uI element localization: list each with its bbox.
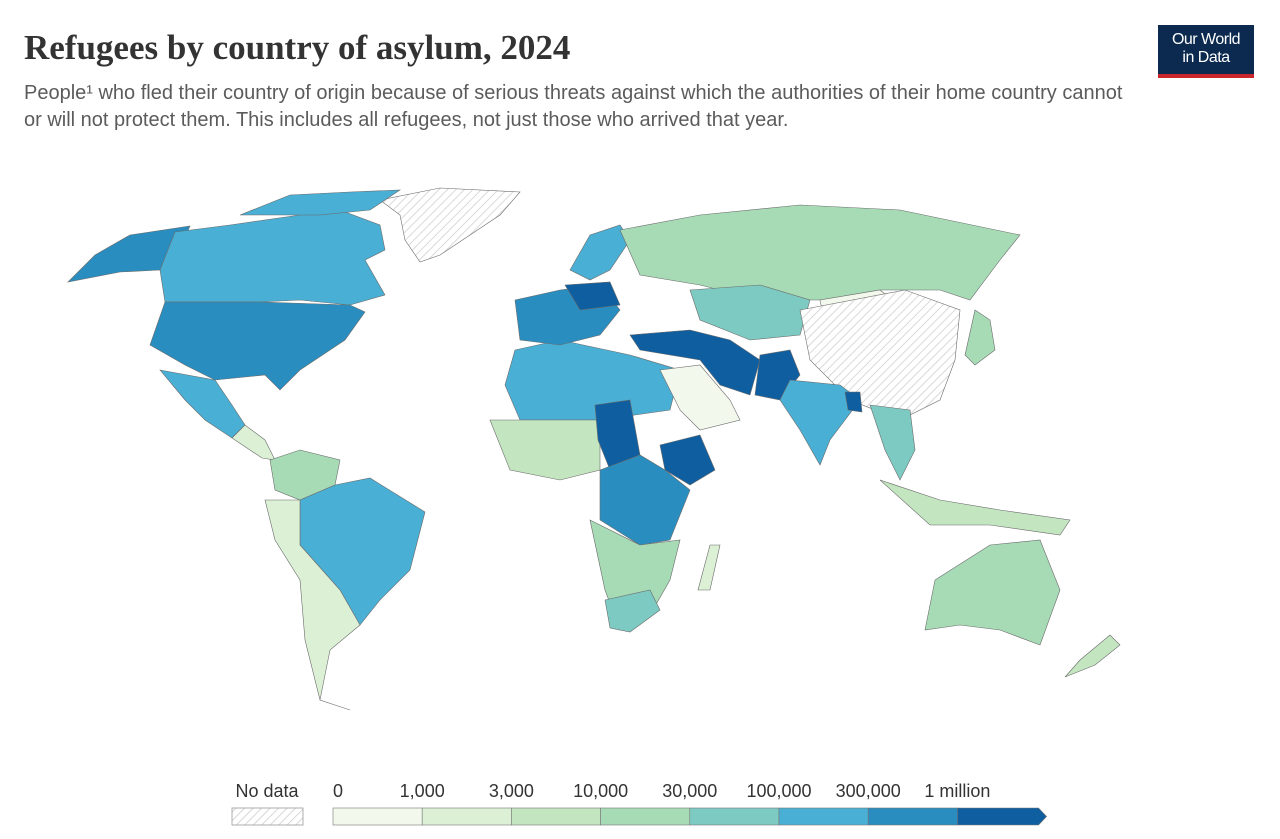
japan bbox=[964, 309, 996, 366]
legend-swatch bbox=[867, 807, 958, 826]
legend-swatch bbox=[957, 807, 1048, 826]
india bbox=[779, 379, 861, 466]
central-africa bbox=[599, 454, 691, 546]
legend-swatch bbox=[778, 807, 869, 826]
legend-label: 100,000 bbox=[746, 781, 811, 801]
central-europe bbox=[564, 281, 621, 311]
legend-no-data-label: No data bbox=[235, 781, 299, 801]
bangladesh bbox=[844, 391, 863, 413]
greenland bbox=[379, 187, 521, 263]
legend-label: 300,000 bbox=[836, 781, 901, 801]
south-africa bbox=[604, 589, 661, 633]
arctic-islands bbox=[239, 189, 402, 216]
legend-label: 3,000 bbox=[489, 781, 534, 801]
central-asia bbox=[689, 284, 811, 341]
legend-label: 30,000 bbox=[662, 781, 717, 801]
logo-line: in Data bbox=[1182, 49, 1230, 66]
southeast-asia bbox=[869, 404, 916, 481]
new-zealand bbox=[1064, 634, 1121, 678]
title: Refugees by country of asylum, 2024 bbox=[24, 28, 571, 67]
australia bbox=[924, 539, 1061, 646]
legend-label: 1 million bbox=[924, 781, 990, 801]
mexico bbox=[159, 369, 246, 439]
legend-label: 10,000 bbox=[573, 781, 628, 801]
central-america bbox=[231, 424, 276, 461]
legend-swatch bbox=[421, 807, 512, 826]
russia bbox=[619, 204, 1021, 301]
legend-label: 0 bbox=[333, 781, 343, 801]
indonesia bbox=[879, 479, 1071, 536]
west-africa bbox=[489, 419, 601, 481]
north-africa bbox=[504, 339, 681, 421]
legend-swatch bbox=[332, 807, 423, 826]
andes bbox=[264, 499, 361, 711]
logo-line: Our World bbox=[1171, 31, 1241, 48]
countries bbox=[67, 187, 1121, 711]
usa bbox=[149, 301, 366, 391]
scandinavia bbox=[569, 224, 631, 281]
logo[interactable]: Our World in Data bbox=[1158, 25, 1254, 78]
canada bbox=[159, 209, 386, 306]
east-africa bbox=[659, 434, 716, 486]
legend-swatch bbox=[689, 807, 780, 826]
legend-swatch bbox=[511, 807, 601, 826]
subtitle: People¹ who fled their country of origin… bbox=[24, 82, 1123, 131]
legend-no-data-swatch bbox=[231, 807, 304, 826]
turkey-iran bbox=[629, 329, 761, 396]
middle-east bbox=[659, 364, 741, 431]
legend: No data 0 1,000 3,000 10,000 30,000 100,000 30… bbox=[231, 781, 1048, 826]
madagascar bbox=[697, 544, 721, 591]
legend-swatch bbox=[600, 807, 691, 826]
legend-label: 1,000 bbox=[400, 781, 445, 801]
